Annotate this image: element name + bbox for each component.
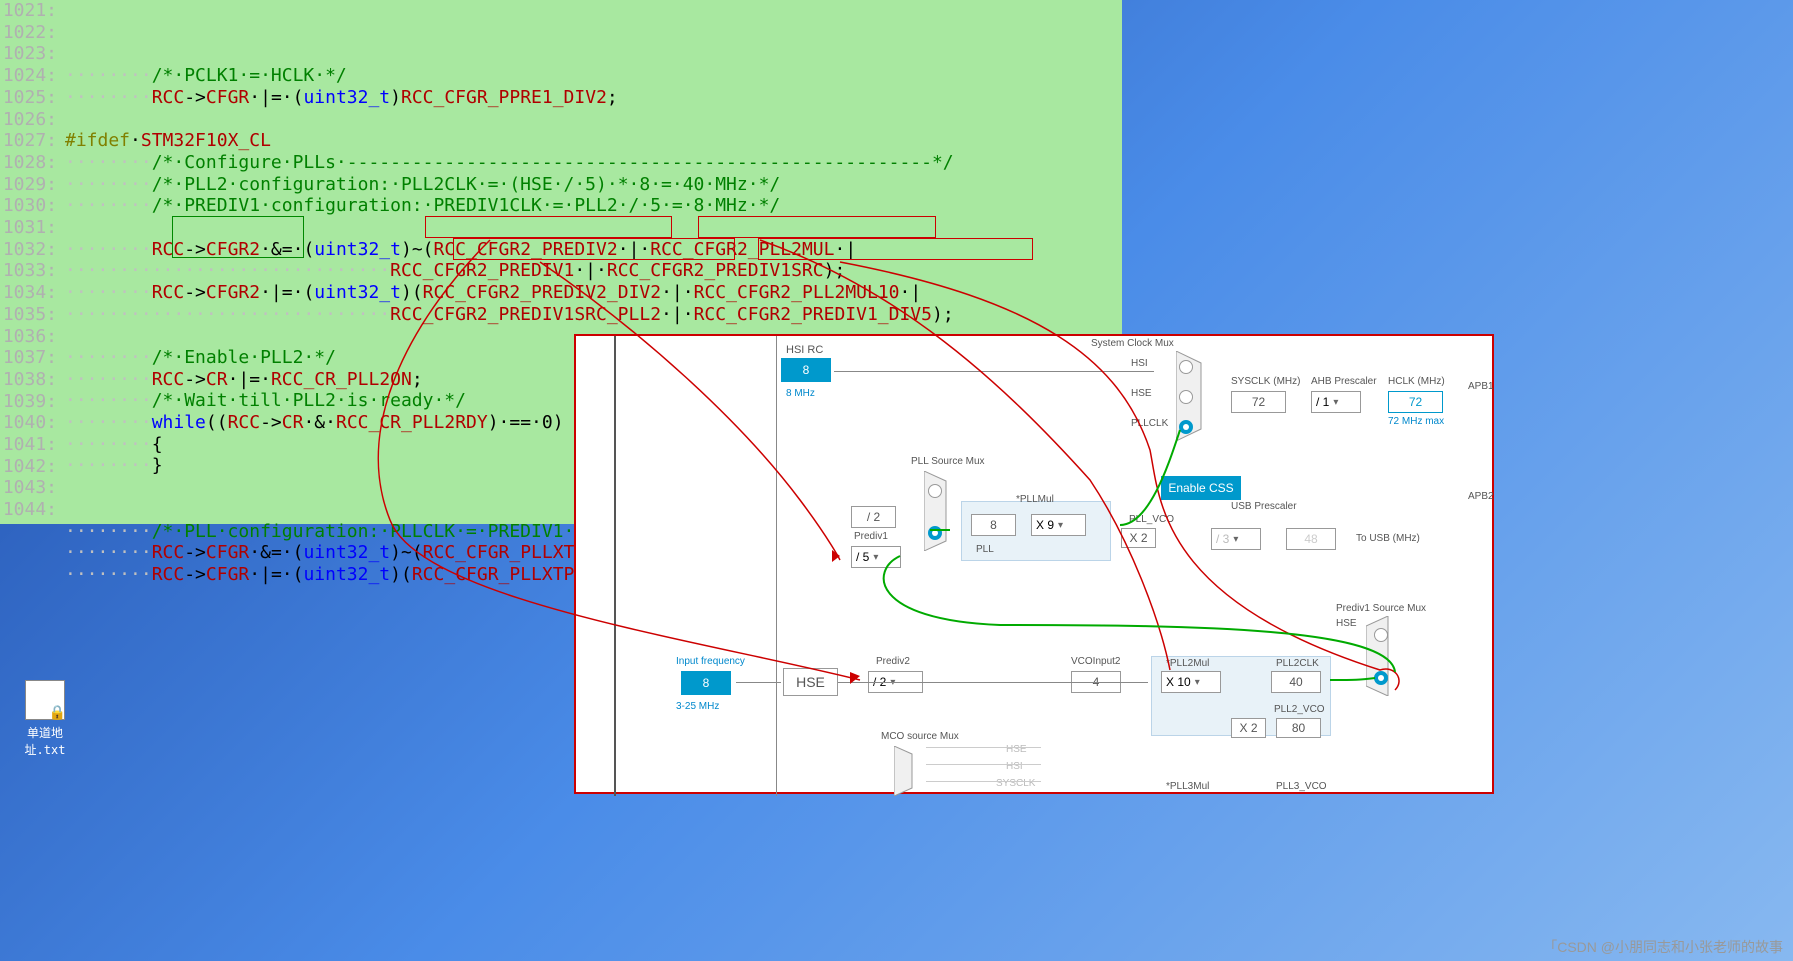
line-number-gutter: 1021:1022:1023:1024:1025:1026:1027:1028:…: [0, 0, 65, 524]
pll-src-mux-shape: [924, 471, 959, 551]
hse-box: HSE: [783, 668, 838, 696]
diagram-divider: [776, 336, 777, 796]
ahb-label: AHB Prescaler: [1311, 376, 1377, 387]
mux-hse-radio[interactable]: [1179, 390, 1193, 404]
hclk-value: 72: [1388, 391, 1443, 413]
apb2-label: APB2: [1468, 491, 1494, 502]
mux-pllclk-label: PLLCLK: [1131, 418, 1168, 429]
pllmul-select[interactable]: X 9: [1031, 514, 1086, 536]
prediv1-src-hse: HSE: [1336, 618, 1357, 629]
mco-label: MCO source Mux: [881, 731, 959, 742]
watermark: 「CSDN @小朋同志和小张老师的故事: [1543, 937, 1783, 957]
prediv1-src-radio-1[interactable]: [1374, 628, 1388, 642]
pll-src-mux-label: PLL Source Mux: [911, 456, 985, 467]
prediv1-src-mux-label: Prediv1 Source Mux: [1336, 603, 1426, 614]
pll-vco-label: PLL_VCO: [1129, 514, 1174, 525]
input-freq-range: 3-25 MHz: [676, 701, 719, 712]
pll3vco-label: PLL3_VCO: [1276, 781, 1327, 792]
pll2vco-label: PLL2_VCO: [1274, 704, 1325, 715]
clock-diagram: HSI RC 8 8 MHz System Clock Mux HSI HSE …: [574, 334, 1494, 794]
diagram-divider: [614, 336, 616, 796]
pll-src-radio-1[interactable]: [928, 484, 942, 498]
sysclk-value: 72: [1231, 391, 1286, 413]
mco-hse: HSE: [1006, 744, 1027, 755]
hclk-max: 72 MHz max: [1388, 416, 1444, 427]
pll2mul-label: *PLL2Mul: [1166, 658, 1209, 669]
mco-sysclk: SYSCLK: [996, 778, 1035, 789]
pllmul-in: 8: [971, 514, 1016, 536]
usb-select[interactable]: / 3: [1211, 528, 1261, 550]
mux-hsi-radio[interactable]: [1179, 360, 1193, 374]
usb-to-label: To USB (MHz): [1356, 533, 1420, 544]
hsi-rc-value: 8: [781, 358, 831, 382]
sys-clock-mux-label: System Clock Mux: [1091, 338, 1174, 349]
pll-vco-x2: X 2: [1121, 528, 1156, 548]
mux-hsi-label: HSI: [1131, 358, 1148, 369]
pllmul-label: *PLLMul: [1016, 494, 1054, 505]
hclk-label: HCLK (MHz): [1388, 376, 1445, 387]
pll2mul-select[interactable]: X 10: [1161, 671, 1221, 693]
pll2clk-value: 40: [1271, 671, 1321, 693]
txt-file-icon: [25, 680, 65, 720]
mux-hse-label: HSE: [1131, 388, 1152, 399]
sysclk-label: SYSCLK (MHz): [1231, 376, 1300, 387]
pll2vco-x2: X 2: [1231, 718, 1266, 738]
prediv2-label: Prediv2: [876, 656, 910, 667]
mux-pllclk-radio[interactable]: [1179, 420, 1193, 434]
mco-hsi: HSI: [1006, 761, 1023, 772]
hsi-rc-mhz: 8 MHz: [786, 388, 815, 399]
pll2clk-label: PLL2CLK: [1276, 658, 1319, 669]
pll3mul-label: *PLL3Mul: [1166, 781, 1209, 792]
ahb-select[interactable]: / 1: [1311, 391, 1361, 413]
prediv1-label: Prediv1: [854, 531, 888, 542]
input-freq-label: Input frequency: [676, 656, 745, 667]
hsi-rc-label: HSI RC: [786, 344, 823, 356]
prediv1-src-radio-2[interactable]: [1374, 671, 1388, 685]
pll2vco-value: 80: [1276, 718, 1321, 738]
pll-src-radio-2[interactable]: [928, 526, 942, 540]
input-freq-value: 8: [681, 671, 731, 695]
vcoinput2-label: VCOInput2: [1071, 656, 1120, 667]
apb1-label: APB1: [1468, 381, 1494, 392]
usb-out: 48: [1286, 528, 1336, 550]
usb-label: USB Prescaler: [1231, 501, 1297, 512]
desktop-file-label: 单道地址.txt: [10, 724, 80, 758]
mco-mux-shape: [894, 746, 924, 796]
desktop-file-icon[interactable]: 单道地址.txt: [10, 680, 80, 758]
pll-label: PLL: [976, 544, 994, 555]
prediv1-select[interactable]: / 5: [851, 546, 901, 568]
enable-css-btn[interactable]: Enable CSS: [1161, 476, 1241, 500]
prediv1-div2: / 2: [851, 506, 896, 528]
